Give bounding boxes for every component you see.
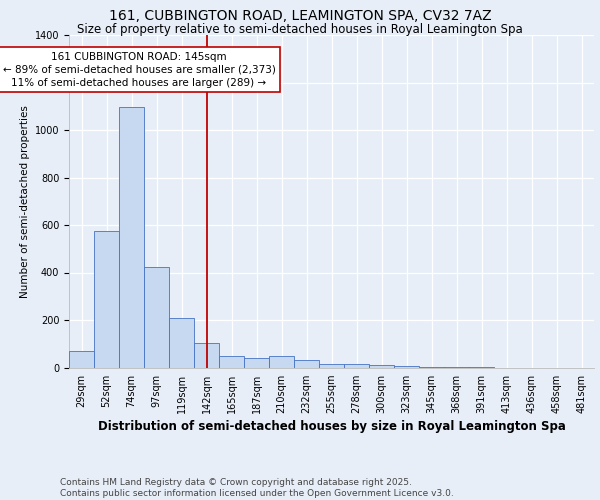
Bar [244,358,269,368]
Bar [269,356,294,368]
Bar [94,231,119,368]
Bar [344,364,369,368]
Text: 161, CUBBINGTON ROAD, LEAMINGTON SPA, CV32 7AZ: 161, CUBBINGTON ROAD, LEAMINGTON SPA, CV… [109,9,491,23]
Bar [369,365,394,368]
Text: Contains HM Land Registry data © Crown copyright and database right 2025.
Contai: Contains HM Land Registry data © Crown c… [60,478,454,498]
Bar [169,318,194,368]
Bar [194,342,219,367]
Bar [144,266,169,368]
X-axis label: Distribution of semi-detached houses by size in Royal Leamington Spa: Distribution of semi-detached houses by … [98,420,565,433]
Y-axis label: Number of semi-detached properties: Number of semi-detached properties [20,105,31,298]
Bar [319,364,344,368]
Bar [219,356,244,368]
Text: 161 CUBBINGTON ROAD: 145sqm
← 89% of semi-detached houses are smaller (2,373)
11: 161 CUBBINGTON ROAD: 145sqm ← 89% of sem… [2,52,275,88]
Text: Size of property relative to semi-detached houses in Royal Leamington Spa: Size of property relative to semi-detach… [77,22,523,36]
Bar [294,360,319,368]
Bar [69,351,94,368]
Bar [394,366,419,368]
Bar [119,108,144,368]
